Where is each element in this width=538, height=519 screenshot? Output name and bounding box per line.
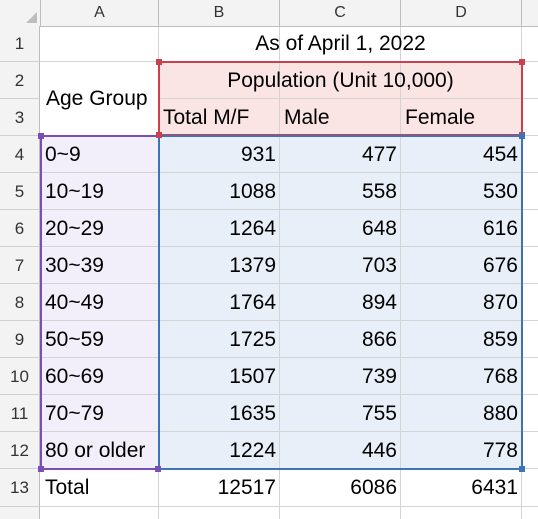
cell-age[interactable]: 80 or older (45, 439, 146, 462)
cell-age-group-header[interactable]: Age Group (46, 87, 148, 110)
cell-age[interactable]: 50~59 (45, 328, 104, 351)
cell-male[interactable]: 446 (361, 439, 397, 462)
cell-age[interactable]: 40~49 (45, 291, 104, 314)
cell-total[interactable]: 1764 (229, 291, 276, 314)
cell-as-of-date[interactable]: As of April 1, 2022 (255, 32, 426, 55)
cell-age[interactable]: 0~9 (45, 143, 81, 166)
purple-range-handle-tl[interactable] (38, 133, 44, 139)
row-header-2[interactable]: 2 (0, 62, 40, 99)
row-header-14 (0, 507, 40, 519)
blue-range-handle-br[interactable] (519, 466, 525, 472)
cell-female[interactable]: 880 (482, 402, 518, 425)
cell-female[interactable]: 859 (482, 328, 518, 351)
cell-male-total[interactable]: 6086 (350, 476, 397, 499)
cell-female[interactable]: 778 (482, 439, 518, 462)
cell-male-header[interactable]: Male (284, 106, 330, 129)
cell-total[interactable]: 1224 (229, 439, 276, 462)
cell-age[interactable]: 60~69 (45, 365, 104, 388)
cell-age[interactable]: 30~39 (45, 254, 104, 277)
blue-range-handle-tr[interactable] (519, 133, 525, 139)
select-all-corner[interactable] (0, 0, 41, 26)
cell-age[interactable]: 20~29 (45, 217, 104, 240)
purple-range-handle-br[interactable] (155, 466, 161, 472)
column-header-c[interactable]: C (280, 0, 401, 26)
cell-male[interactable]: 866 (361, 328, 397, 351)
row-header-1[interactable]: 1 (0, 26, 40, 62)
pink-range-handle-tr[interactable] (519, 59, 525, 65)
row-header-9[interactable]: 9 (0, 321, 40, 358)
row-header-11[interactable]: 11 (0, 395, 40, 432)
cell-total[interactable]: 1725 (229, 328, 276, 351)
cell-total[interactable]: 1088 (229, 180, 276, 203)
column-header-a[interactable]: A (41, 0, 159, 26)
row-header-12[interactable]: 12 (0, 432, 40, 469)
column-header-bar: A B C D (0, 0, 538, 27)
cell-total-mf-header[interactable]: Total M/F (163, 106, 250, 129)
cell-female[interactable]: 454 (482, 143, 518, 166)
cell-female[interactable]: 870 (482, 291, 518, 314)
cell-male[interactable]: 477 (361, 143, 397, 166)
purple-range-fill (41, 136, 158, 469)
cell-female-header[interactable]: Female (405, 106, 476, 129)
row-header-3[interactable]: 3 (0, 99, 40, 136)
cell-male[interactable]: 894 (361, 291, 397, 314)
cell-total[interactable]: 1507 (229, 365, 276, 388)
cell-male[interactable]: 739 (361, 365, 397, 388)
column-header-b[interactable]: B (159, 0, 280, 26)
cell-male[interactable]: 648 (361, 217, 397, 240)
row-header-7[interactable]: 7 (0, 247, 40, 284)
cell-population-unit[interactable]: Population (Unit 10,000) (227, 69, 454, 92)
pink-range-handle-bl[interactable] (156, 132, 162, 138)
row-header-5[interactable]: 5 (0, 173, 40, 210)
cell-age[interactable]: 70~79 (45, 402, 104, 425)
cell-total[interactable]: 931 (240, 143, 276, 166)
purple-range-handle-bl[interactable] (38, 466, 44, 472)
cell-total-label[interactable]: Total (45, 476, 90, 499)
blue-range-fill (159, 136, 522, 469)
cell-female-total[interactable]: 6431 (471, 476, 518, 499)
cell-male[interactable]: 558 (361, 180, 397, 203)
row-header-8[interactable]: 8 (0, 284, 40, 321)
cell-male[interactable]: 755 (361, 402, 397, 425)
cell-total[interactable]: 1379 (229, 254, 276, 277)
row-header-13[interactable]: 13 (0, 469, 40, 507)
cell-grand-total[interactable]: 12517 (217, 476, 276, 499)
row-header-10[interactable]: 10 (0, 358, 40, 395)
row-header-4[interactable]: 4 (0, 136, 40, 173)
cell-total[interactable]: 1635 (229, 402, 276, 425)
pink-range-handle-tl[interactable] (156, 59, 162, 65)
cell-female[interactable]: 530 (482, 180, 518, 203)
column-header-d[interactable]: D (401, 0, 522, 26)
cell-female[interactable]: 676 (482, 254, 518, 277)
row-header-6[interactable]: 6 (0, 210, 40, 247)
cell-age[interactable]: 10~19 (45, 180, 104, 203)
cell-male[interactable]: 703 (361, 254, 397, 277)
cell-female[interactable]: 768 (482, 365, 518, 388)
cell-female[interactable]: 616 (482, 217, 518, 240)
cell-total[interactable]: 1264 (229, 217, 276, 240)
